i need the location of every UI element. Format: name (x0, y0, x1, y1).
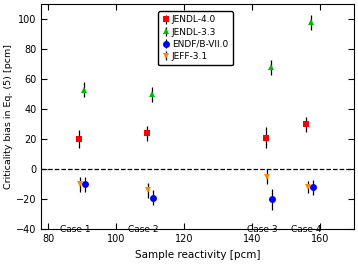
Text: Case 4: Case 4 (291, 225, 321, 234)
Text: Case 1: Case 1 (60, 225, 91, 234)
Text: Case 2: Case 2 (128, 225, 159, 234)
Legend: JENDL-4.0, JENDL-3.3, ENDF/B-VII.0, JEFF-3.1: JENDL-4.0, JENDL-3.3, ENDF/B-VII.0, JEFF… (158, 11, 233, 65)
Y-axis label: Criticality bias in Eq. (5) [pcm]: Criticality bias in Eq. (5) [pcm] (4, 44, 13, 189)
X-axis label: Sample reactivity [pcm]: Sample reactivity [pcm] (135, 250, 260, 260)
Text: Case 3: Case 3 (247, 225, 277, 234)
